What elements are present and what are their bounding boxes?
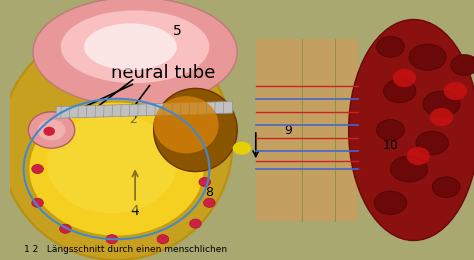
Ellipse shape	[233, 142, 251, 155]
Ellipse shape	[44, 127, 55, 136]
Ellipse shape	[190, 219, 201, 228]
Ellipse shape	[37, 120, 65, 140]
Ellipse shape	[32, 198, 44, 207]
Text: 1 2   Längsschnitt durch einen menschlichen: 1 2 Längsschnitt durch einen menschliche…	[24, 245, 228, 254]
Text: 2: 2	[129, 113, 137, 126]
Text: 5: 5	[173, 24, 181, 38]
Ellipse shape	[60, 224, 71, 233]
Ellipse shape	[106, 235, 118, 244]
Ellipse shape	[374, 191, 407, 214]
Ellipse shape	[393, 69, 416, 87]
Bar	[256, 39, 358, 221]
Ellipse shape	[423, 91, 460, 117]
Ellipse shape	[391, 156, 428, 182]
Ellipse shape	[0, 26, 233, 260]
Ellipse shape	[349, 20, 474, 241]
Ellipse shape	[416, 131, 448, 155]
Ellipse shape	[376, 36, 404, 57]
Ellipse shape	[383, 79, 416, 103]
Ellipse shape	[451, 55, 474, 75]
Ellipse shape	[203, 198, 215, 207]
Ellipse shape	[376, 120, 404, 140]
Ellipse shape	[444, 82, 467, 100]
Text: 6: 6	[191, 139, 200, 152]
Ellipse shape	[409, 44, 446, 70]
Ellipse shape	[407, 147, 430, 165]
Ellipse shape	[430, 108, 453, 126]
Ellipse shape	[61, 10, 210, 83]
Ellipse shape	[157, 235, 169, 244]
Ellipse shape	[154, 88, 237, 172]
Ellipse shape	[47, 114, 177, 213]
Text: 8: 8	[205, 186, 213, 199]
Ellipse shape	[432, 177, 460, 198]
Text: 10: 10	[383, 139, 398, 152]
Ellipse shape	[199, 178, 210, 187]
Text: 1: 1	[52, 124, 60, 136]
Ellipse shape	[28, 101, 205, 237]
Ellipse shape	[154, 96, 219, 153]
Ellipse shape	[33, 0, 237, 107]
Text: 4: 4	[131, 204, 139, 218]
Polygon shape	[56, 101, 233, 118]
Text: neural tube: neural tube	[111, 64, 215, 82]
Ellipse shape	[84, 23, 177, 70]
Ellipse shape	[32, 165, 44, 174]
Ellipse shape	[28, 112, 75, 148]
Text: 9: 9	[284, 124, 292, 136]
